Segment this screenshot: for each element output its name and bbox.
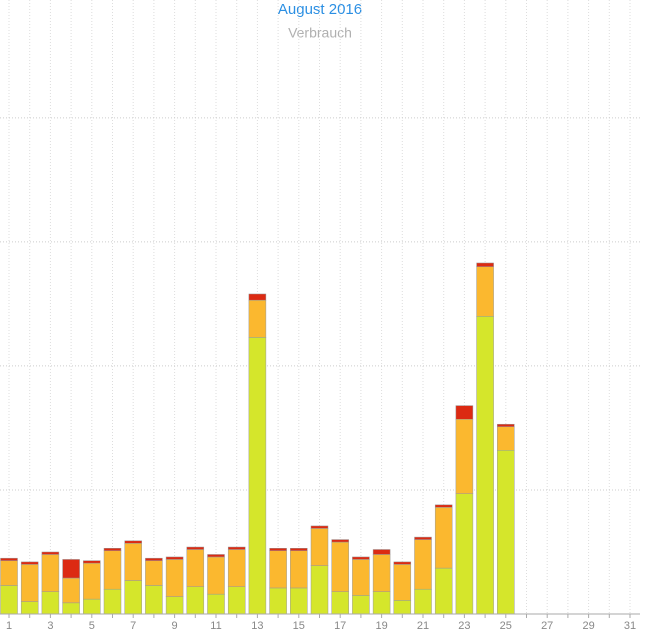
bar-segment xyxy=(497,450,515,615)
bar-segment xyxy=(186,586,205,615)
bar-segment xyxy=(497,426,515,451)
bar-segment xyxy=(372,549,391,555)
bar-segment xyxy=(227,549,246,587)
bar-segment xyxy=(165,596,184,615)
bar-segment xyxy=(352,559,370,596)
bar-segment xyxy=(455,405,474,420)
bar-segment xyxy=(124,580,142,615)
bar-segment xyxy=(20,564,39,602)
bar-segment xyxy=(145,585,163,615)
bar-segment xyxy=(310,528,329,566)
bar-segment xyxy=(269,550,287,589)
bar-segment xyxy=(290,587,308,615)
bar-segment xyxy=(269,587,287,615)
bar-segment xyxy=(0,557,18,561)
bar-segment xyxy=(393,600,412,615)
bar-segment xyxy=(124,540,142,544)
bar-segment xyxy=(83,562,101,600)
bar-segment xyxy=(331,541,349,592)
bar-segment xyxy=(476,266,494,317)
bar-segment xyxy=(41,591,60,615)
bar-segment xyxy=(227,586,246,615)
bar-segment xyxy=(352,595,370,615)
bar-segment xyxy=(372,554,391,592)
bar-segment xyxy=(186,546,205,550)
bar-segment xyxy=(0,560,18,586)
bar-segment xyxy=(331,539,349,543)
x-tick-label: 15 xyxy=(293,620,305,632)
x-tick-label: 7 xyxy=(130,620,136,632)
bar-segment xyxy=(476,316,494,615)
bar-segment xyxy=(434,567,453,615)
x-tick-label: 9 xyxy=(172,620,178,632)
bar-segment xyxy=(393,561,412,565)
bar-segment xyxy=(186,549,205,587)
bar-segment xyxy=(83,598,101,615)
chart-subtitle: Verbrauch xyxy=(288,25,352,41)
bar-segment xyxy=(248,299,267,338)
bar-segment xyxy=(124,543,142,581)
bar-segment xyxy=(414,539,432,590)
bar-segment xyxy=(269,548,287,551)
bar-segment xyxy=(62,559,80,579)
bar-segment xyxy=(455,419,474,494)
bar-segment xyxy=(145,557,163,561)
bar-segment xyxy=(434,504,453,508)
bar-segment xyxy=(165,559,184,597)
x-tick-label: 17 xyxy=(334,620,346,632)
bar-segment xyxy=(20,561,39,565)
bar-segment xyxy=(41,554,60,592)
bar-segment xyxy=(476,262,494,267)
bar-segment xyxy=(393,564,412,601)
bar-segment xyxy=(497,423,515,427)
bar-segment xyxy=(372,591,391,615)
bar-segment xyxy=(103,550,122,590)
x-tick-label: 27 xyxy=(541,620,553,632)
x-tick-label: 29 xyxy=(582,620,594,632)
bar-segment xyxy=(207,593,225,615)
x-tick-label: 25 xyxy=(500,620,512,632)
bar-segment xyxy=(331,591,349,615)
bar-segment xyxy=(352,556,370,560)
bar-segment xyxy=(414,588,432,615)
bar-segment xyxy=(290,548,308,551)
x-tick-label: 19 xyxy=(375,620,387,632)
bar-segment xyxy=(434,507,453,569)
bar-segment xyxy=(248,337,267,615)
bar-segment xyxy=(62,577,80,604)
bar-segment xyxy=(103,588,122,615)
x-tick-label: 13 xyxy=(251,620,263,632)
x-tick-label: 1 xyxy=(6,620,12,632)
bar-segment xyxy=(207,554,225,558)
bar-segment xyxy=(83,560,101,564)
bar-segment xyxy=(207,556,225,595)
bar-segment xyxy=(0,585,18,615)
bar-segment xyxy=(455,493,474,615)
bar-segment xyxy=(310,565,329,615)
bar-segment xyxy=(20,601,39,615)
bar-segment xyxy=(62,602,80,615)
bar-segment xyxy=(103,548,122,551)
x-tick-label: 3 xyxy=(47,620,53,632)
x-tick-label: 23 xyxy=(458,620,470,632)
x-tick-label: 31 xyxy=(624,620,636,632)
x-tick-label: 21 xyxy=(417,620,429,632)
x-tick-label: 5 xyxy=(89,620,95,632)
bar-segment xyxy=(290,550,308,589)
bar-segment xyxy=(227,546,246,550)
bar-segment xyxy=(310,525,329,529)
bar-segment xyxy=(414,536,432,540)
x-tick-label: 11 xyxy=(210,620,221,632)
bar-segment xyxy=(248,293,267,301)
bar-segment xyxy=(165,556,184,560)
bar-segment xyxy=(145,560,163,586)
bar-segment xyxy=(41,551,60,555)
